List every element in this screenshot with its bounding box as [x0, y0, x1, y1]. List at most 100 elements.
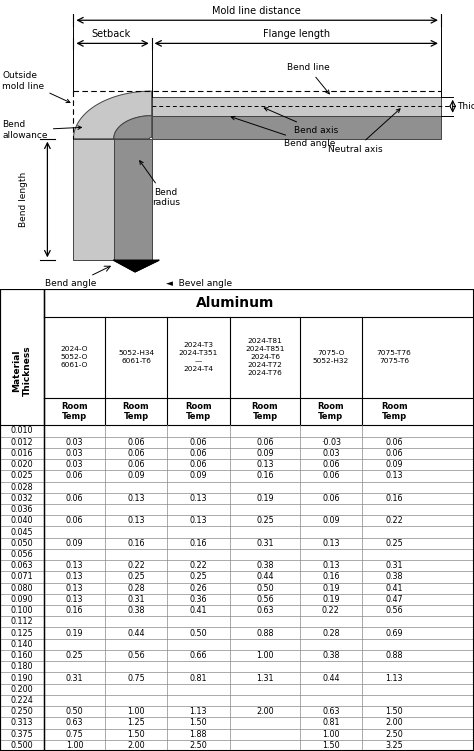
Text: 1.13: 1.13 [385, 674, 403, 683]
Text: 0.03: 0.03 [66, 449, 83, 458]
Text: 0.38: 0.38 [385, 572, 403, 581]
Text: Room
Temp: Room Temp [61, 402, 88, 421]
Text: 0.071: 0.071 [10, 572, 33, 581]
Text: 0.16: 0.16 [190, 538, 207, 547]
Text: 0.09: 0.09 [127, 472, 145, 481]
Text: Room
Temp: Room Temp [252, 402, 278, 421]
Text: 2.50: 2.50 [190, 741, 207, 750]
Text: 0.010: 0.010 [10, 427, 33, 436]
Text: 1.00: 1.00 [256, 651, 273, 660]
Text: 0.44: 0.44 [256, 572, 273, 581]
Text: 0.09: 0.09 [65, 538, 83, 547]
Text: 0.38: 0.38 [322, 651, 339, 660]
Text: 0.36: 0.36 [190, 595, 207, 604]
Text: Room
Temp: Room Temp [123, 402, 149, 421]
Text: 1.50: 1.50 [190, 719, 207, 728]
Text: 0.22: 0.22 [127, 561, 145, 570]
Text: 0.080: 0.080 [10, 584, 33, 593]
Polygon shape [152, 116, 441, 139]
Text: 0.06: 0.06 [322, 472, 339, 481]
Text: 2024-T81
2024-T851
2024-T6
2024-T72
2024-T76: 2024-T81 2024-T851 2024-T6 2024-T72 2024… [245, 338, 285, 376]
Text: 1.50: 1.50 [127, 730, 145, 739]
Polygon shape [152, 97, 441, 116]
Text: 0.41: 0.41 [385, 584, 403, 593]
Text: 0.13: 0.13 [322, 561, 339, 570]
Text: 0.50: 0.50 [256, 584, 274, 593]
Text: 0.13: 0.13 [190, 494, 207, 503]
Text: 0.66: 0.66 [190, 651, 207, 660]
Text: 0.03: 0.03 [322, 449, 339, 458]
Text: 0.44: 0.44 [128, 629, 145, 638]
Text: Flange length: Flange length [263, 29, 330, 39]
Text: 0.06: 0.06 [66, 517, 83, 525]
Text: 0.06: 0.06 [128, 449, 145, 458]
Text: 0.313: 0.313 [10, 719, 33, 728]
Text: 2024-T3
2024-T351
—
2024-T4: 2024-T3 2024-T351 — 2024-T4 [179, 342, 218, 372]
Text: 2.00: 2.00 [256, 707, 274, 716]
Text: 0.63: 0.63 [322, 707, 339, 716]
Text: 0.19: 0.19 [256, 494, 274, 503]
Text: 0.012: 0.012 [10, 438, 33, 447]
Text: 0.032: 0.032 [10, 494, 33, 503]
Text: 0.180: 0.180 [10, 662, 33, 671]
Text: 1.13: 1.13 [190, 707, 207, 716]
Text: 0.19: 0.19 [65, 629, 83, 638]
Text: 0.06: 0.06 [256, 438, 273, 447]
Text: 0.13: 0.13 [190, 517, 207, 525]
Text: 0.100: 0.100 [10, 606, 33, 615]
Text: 1.50: 1.50 [385, 707, 403, 716]
Text: 0.112: 0.112 [10, 617, 33, 626]
Text: 0.25: 0.25 [256, 517, 274, 525]
Text: 0.16: 0.16 [128, 538, 145, 547]
Text: Bend
radius: Bend radius [140, 161, 180, 207]
Text: Neutral axis: Neutral axis [328, 109, 400, 153]
Text: 0.13: 0.13 [66, 572, 83, 581]
Text: 0.090: 0.090 [10, 595, 33, 604]
Text: Bend
allowance: Bend allowance [2, 120, 82, 140]
Text: 0.13: 0.13 [256, 460, 273, 469]
Text: Bend angle: Bend angle [46, 279, 97, 288]
Text: Mold line distance: Mold line distance [211, 6, 301, 16]
Text: 0.81: 0.81 [190, 674, 207, 683]
Text: 0.160: 0.160 [10, 651, 33, 660]
Text: 0.19: 0.19 [322, 584, 340, 593]
Text: 0.06: 0.06 [128, 460, 145, 469]
Text: Thickness: Thickness [457, 102, 474, 111]
Text: 0.16: 0.16 [66, 606, 83, 615]
Text: 0.09: 0.09 [322, 517, 340, 525]
Text: 0.13: 0.13 [385, 472, 403, 481]
Text: 0.020: 0.020 [10, 460, 33, 469]
Text: Bend angle: Bend angle [231, 116, 336, 148]
Text: 0.16: 0.16 [322, 572, 339, 581]
Text: 0.56: 0.56 [256, 595, 274, 604]
Text: Bend length: Bend length [19, 172, 28, 227]
Text: 0.125: 0.125 [10, 629, 33, 638]
Text: 2024-O
5052-O
6061-O: 2024-O 5052-O 6061-O [61, 346, 88, 368]
Text: 0.06: 0.06 [190, 460, 207, 469]
Text: 0.036: 0.036 [10, 505, 33, 514]
Text: Material
Thickness: Material Thickness [12, 345, 32, 397]
Polygon shape [114, 116, 152, 139]
Text: 0.28: 0.28 [322, 629, 340, 638]
Text: 0.09: 0.09 [256, 449, 274, 458]
Text: 0.26: 0.26 [190, 584, 207, 593]
Text: 0.13: 0.13 [66, 584, 83, 593]
Text: 0.025: 0.025 [10, 472, 33, 481]
Text: 2.00: 2.00 [385, 719, 403, 728]
Text: 5052-H34
6061-T6: 5052-H34 6061-T6 [118, 350, 154, 364]
Text: 0.25: 0.25 [65, 651, 83, 660]
Text: 0.41: 0.41 [190, 606, 207, 615]
Text: 0.063: 0.063 [10, 561, 33, 570]
Polygon shape [73, 139, 114, 260]
Text: 0.38: 0.38 [128, 606, 145, 615]
Text: 0.06: 0.06 [322, 494, 339, 503]
Text: ◄  Bevel angle: ◄ Bevel angle [166, 279, 232, 288]
Text: 0.375: 0.375 [10, 730, 33, 739]
Text: 0.06: 0.06 [322, 460, 339, 469]
Text: 0.06: 0.06 [385, 449, 403, 458]
Text: 0.28: 0.28 [127, 584, 145, 593]
Text: 3.25: 3.25 [385, 741, 403, 750]
Text: 1.25: 1.25 [127, 719, 145, 728]
Text: 1.31: 1.31 [256, 674, 273, 683]
Text: 0.06: 0.06 [190, 438, 207, 447]
